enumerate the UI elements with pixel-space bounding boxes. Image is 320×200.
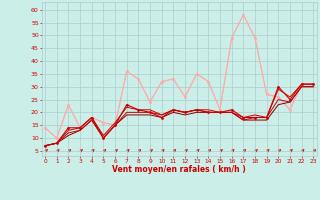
X-axis label: Vent moyen/en rafales ( km/h ): Vent moyen/en rafales ( km/h ) (112, 165, 246, 174)
